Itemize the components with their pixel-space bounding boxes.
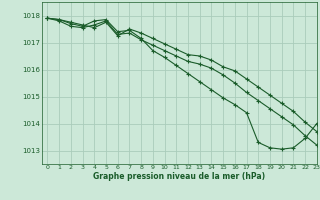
X-axis label: Graphe pression niveau de la mer (hPa): Graphe pression niveau de la mer (hPa) — [93, 172, 265, 181]
